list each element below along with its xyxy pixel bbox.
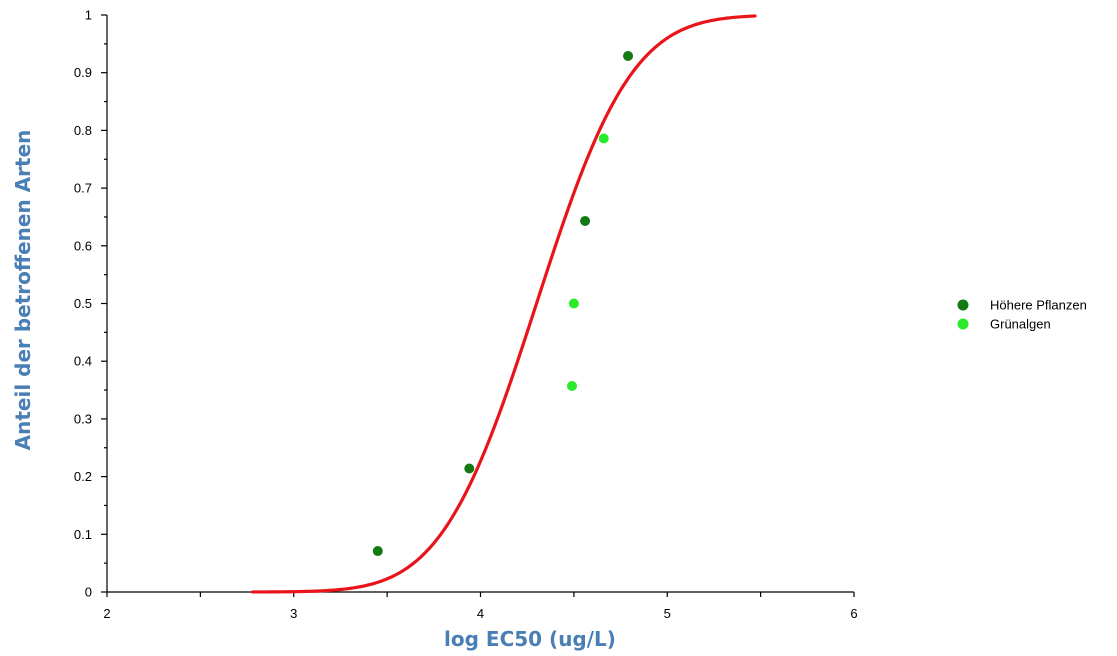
y-tick-label: 0.6 <box>74 238 92 253</box>
data-point-series-1 <box>567 381 578 392</box>
data-point-series-1 <box>568 298 579 309</box>
x-tick-label: 2 <box>103 606 110 621</box>
data-point-series-0 <box>580 215 591 226</box>
y-tick-label: 0 <box>85 585 92 600</box>
y-tick-label: 0.8 <box>74 123 92 138</box>
y-tick-label: 0.1 <box>74 527 92 542</box>
x-ticks: 2 3 4 5 6 <box>103 592 858 621</box>
x-tick-label: 6 <box>850 606 857 621</box>
legend-label-gruenalgen: Grünalgen <box>990 317 1051 332</box>
data-point-series-0 <box>623 50 634 61</box>
data-points <box>372 50 634 557</box>
legend: Höhere Pflanzen Grünalgen <box>957 298 1087 332</box>
y-tick-label: 0.5 <box>74 296 92 311</box>
legend-item-gruenalgen: Grünalgen <box>957 317 1051 332</box>
y-tick-label: 0.9 <box>74 65 92 80</box>
y-tick-label: 0.4 <box>74 354 92 369</box>
data-point-series-0 <box>372 546 383 557</box>
data-point-series-0 <box>464 463 475 474</box>
legend-marker-gruenalgen <box>957 318 969 330</box>
y-ticks: 0 0.1 0.2 0.3 0.4 0.5 0.6 0.7 0.8 0.9 1 <box>74 8 107 600</box>
data-point-series-1 <box>598 133 609 144</box>
x-tick-label: 4 <box>477 606 484 621</box>
y-tick-label: 1 <box>85 8 92 23</box>
legend-item-hoehere-pflanzen: Höhere Pflanzen <box>957 298 1087 313</box>
y-axis-label: Anteil der betroffenen Arten <box>11 130 35 451</box>
y-tick-label: 0.7 <box>74 181 92 196</box>
x-tick-label: 3 <box>290 606 297 621</box>
axes <box>106 15 854 593</box>
legend-label-hoehere-pflanzen: Höhere Pflanzen <box>990 298 1087 313</box>
x-tick-label: 5 <box>664 606 671 621</box>
x-axis-label: log EC50 (ug/L) <box>444 627 616 651</box>
fitted-curve <box>251 14 757 594</box>
y-tick-label: 0.3 <box>74 411 92 426</box>
legend-marker-hoehere-pflanzen <box>957 299 969 311</box>
y-tick-label: 0.2 <box>74 469 92 484</box>
